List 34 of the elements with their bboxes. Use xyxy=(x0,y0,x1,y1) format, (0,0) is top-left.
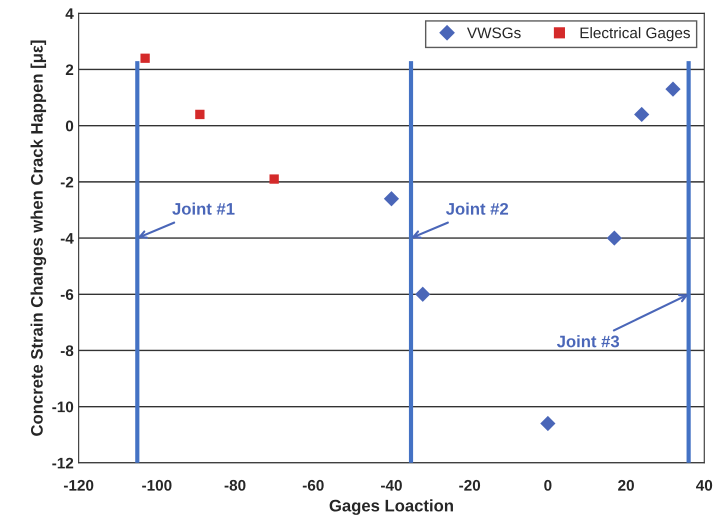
x-tick-label: -100 xyxy=(142,480,172,491)
y-tick-label: 2 xyxy=(66,64,74,76)
x-tick-label: -40 xyxy=(381,480,402,491)
point xyxy=(270,174,279,184)
annotation: Joint #2 xyxy=(446,202,508,215)
y-tick-label: -10 xyxy=(52,402,74,412)
legend-label: Electrical Gages xyxy=(580,27,690,42)
x-tick-label: -20 xyxy=(459,480,480,491)
x-tick-label: -120 xyxy=(64,480,94,491)
point xyxy=(384,191,400,206)
point xyxy=(140,54,150,63)
point xyxy=(634,106,650,122)
legend-label: VWSGs xyxy=(466,27,521,38)
annotation: Joint #3 xyxy=(556,335,620,348)
x-tick-label: 40 xyxy=(696,480,712,491)
y-tick-label: -8 xyxy=(60,345,74,356)
x-tick-label: 20 xyxy=(618,480,634,491)
point xyxy=(540,416,556,432)
x-tick-label: -80 xyxy=(224,480,246,491)
y-tick-label: -4 xyxy=(60,233,74,244)
point xyxy=(606,230,622,246)
point xyxy=(415,286,430,302)
x-tick-label: -60 xyxy=(302,480,324,491)
y-axis-title: Concrete Strain Changes when Crack Happen [με] xyxy=(30,40,46,436)
y-tick-label: -12 xyxy=(52,458,74,468)
y-tick-label: 4 xyxy=(66,8,74,19)
y-tick-label: -6 xyxy=(60,289,74,300)
point xyxy=(195,110,205,120)
x-axis-title: Gages Loaction xyxy=(330,499,453,515)
x-tick-label: 0 xyxy=(544,480,552,491)
y-tick-label: 0 xyxy=(66,120,74,132)
annotation: Joint #1 xyxy=(172,202,235,215)
point xyxy=(665,82,681,97)
y-tick-label: -2 xyxy=(60,176,74,188)
